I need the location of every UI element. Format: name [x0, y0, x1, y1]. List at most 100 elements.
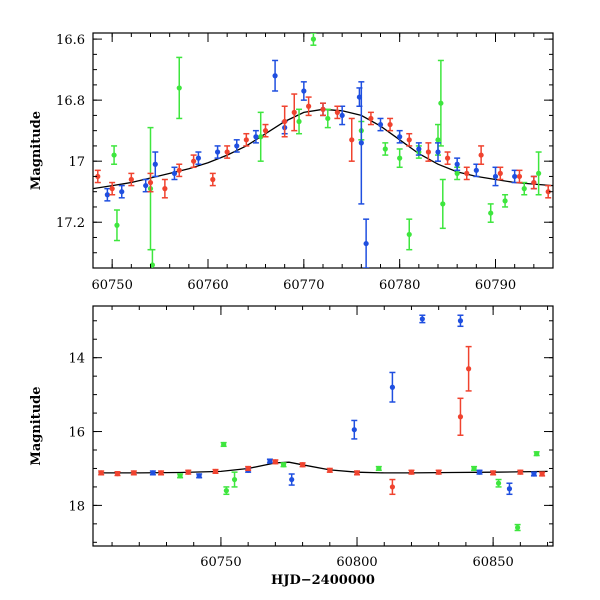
top-panel-blue-point — [104, 187, 111, 202]
bottom-panel-red-point — [465, 345, 472, 392]
top-panel-red-point — [291, 93, 298, 132]
bottom-panel-frame — [92, 305, 554, 547]
top-panel-blue-point — [142, 178, 149, 193]
top-panel-red-point — [334, 105, 341, 120]
top-panel-red-point — [109, 181, 116, 196]
top-panel-red-point — [497, 166, 504, 181]
bottom-panel-blue-point — [506, 482, 513, 496]
top-panel-green-point — [487, 203, 494, 223]
top-panel-blue-point — [272, 59, 279, 92]
top-panel-red-point — [176, 163, 183, 178]
top-panel-green-point — [257, 111, 264, 162]
top-panel-red-point — [320, 102, 326, 117]
bottom-panel-blue-point — [476, 469, 483, 475]
bottom-panel-x-tick-label: 60850 — [472, 555, 513, 570]
top-panel-green-point — [439, 178, 446, 230]
top-panel-x-tick-label: 60770 — [283, 278, 324, 293]
top-panel-green-point — [296, 108, 303, 135]
bottom-panel-blue-point — [266, 458, 273, 464]
bottom-panel-red-point — [389, 478, 396, 496]
top-panel-x-tick-label: 60750 — [91, 278, 132, 293]
top-panel-blue-point — [118, 184, 125, 199]
bottom-panel-red-point — [517, 469, 524, 475]
bottom-panel-blue-point — [457, 314, 464, 328]
bottom-panel-red-point — [130, 470, 137, 476]
top-panel-y-axis-label: Magnitude — [29, 111, 44, 190]
top-panel-red-point — [305, 96, 312, 117]
bottom-panel-blue-point — [196, 473, 203, 479]
top-panel-plot-area — [93, 33, 553, 268]
top-panel-y-tick-label: 16.6 — [56, 33, 85, 48]
top-panel-red-point — [406, 132, 413, 147]
bottom-panel-green-point — [375, 465, 382, 472]
top-panel-blue-point — [339, 105, 346, 126]
bottom-panel-green-point — [471, 465, 478, 472]
bottom-panel-green-point — [514, 523, 521, 532]
top-panel-blue-point — [473, 163, 480, 178]
top-panel-y-tick-label: 17 — [68, 155, 85, 170]
bottom-panel-blue-point — [351, 419, 358, 440]
bottom-panel-x-axis-label: HJD−2400000 — [271, 573, 375, 588]
top-panel-blue-point — [435, 142, 441, 162]
bottom-panel-red-point — [158, 470, 165, 476]
bottom-panel-red-point — [185, 469, 192, 475]
top-panel-green-point — [113, 209, 120, 242]
top-panel-blue-point — [152, 151, 159, 178]
bottom-panel-green-point — [220, 441, 227, 448]
top-panel-green-point — [382, 142, 389, 156]
top-panel-blue-point — [415, 142, 422, 156]
top-panel-red-point — [367, 111, 374, 126]
top-panel-x-tick-label: 60790 — [475, 278, 516, 293]
top-panel-green-point — [502, 194, 509, 208]
top-panel-red-point — [545, 184, 552, 199]
top-panel-y-tick-label: 16.8 — [56, 94, 85, 109]
bottom-panel-red-point — [326, 467, 333, 473]
top-panel-red-point — [444, 151, 451, 165]
top-panel-red-point — [94, 169, 101, 184]
top-panel-red-point — [161, 178, 168, 199]
bottom-panel-red-point — [114, 471, 121, 477]
bottom-panel-x-tick-label: 60800 — [336, 555, 377, 570]
top-panel-red-point — [478, 145, 485, 165]
bottom-panel-red-point — [490, 470, 497, 476]
bottom-panel-green-point — [495, 478, 502, 488]
bottom-panel-y-axis-label: Magnitude — [29, 386, 44, 465]
top-panel-blue-point — [171, 166, 178, 181]
top-panel-red-point — [224, 145, 231, 159]
top-panel-red-point — [463, 166, 470, 181]
top-panel-red-point — [209, 172, 216, 187]
top-panel-blue-point — [358, 81, 365, 205]
bottom-panel-blue-point — [288, 473, 295, 486]
bottom-panel-blue-point — [419, 314, 426, 324]
top-panel-red-point — [530, 175, 537, 190]
bottom-panel-red-point — [457, 397, 464, 436]
top-panel-green-point — [521, 181, 528, 196]
top-panel-red-point — [190, 154, 197, 169]
top-panel-red-point — [348, 117, 355, 162]
top-panel-green-point — [176, 56, 183, 120]
bottom-panel-red-point — [245, 465, 252, 472]
top-panel-green-point — [310, 33, 317, 46]
top-panel-blue-point — [363, 218, 370, 268]
bottom-panel-blue-point — [389, 371, 396, 403]
bottom-panel-red-point — [212, 468, 219, 475]
bottom-panel-red-point — [408, 469, 415, 475]
top-panel: Magnitude 60750 60760 60770 60780 60790 16.6 1… — [29, 32, 554, 293]
top-panel-blue-point — [377, 117, 384, 132]
bottom-panel-red-point — [299, 462, 306, 468]
bottom-panel: Magnitude HJD−2400000 60750 60800 60850 14 1… — [29, 305, 554, 588]
top-panel-blue-point — [454, 157, 461, 172]
top-panel-blue-point — [396, 129, 403, 144]
top-panel-red-point — [262, 123, 269, 138]
bottom-panel-green-point — [533, 451, 540, 457]
top-panel-x-tick-label: 60760 — [187, 278, 228, 293]
bottom-panel-blue-point — [149, 470, 156, 476]
top-panel-red-point — [425, 142, 432, 162]
bottom-panel-y-tick-label: 16 — [68, 426, 85, 441]
top-panel-red-point — [387, 117, 394, 132]
top-panel-model-curve — [93, 108, 553, 190]
bottom-panel-y-tick-label: 18 — [68, 499, 85, 514]
top-panel-blue-point — [300, 81, 307, 101]
top-panel-y-tick-label: 17.2 — [56, 216, 85, 231]
